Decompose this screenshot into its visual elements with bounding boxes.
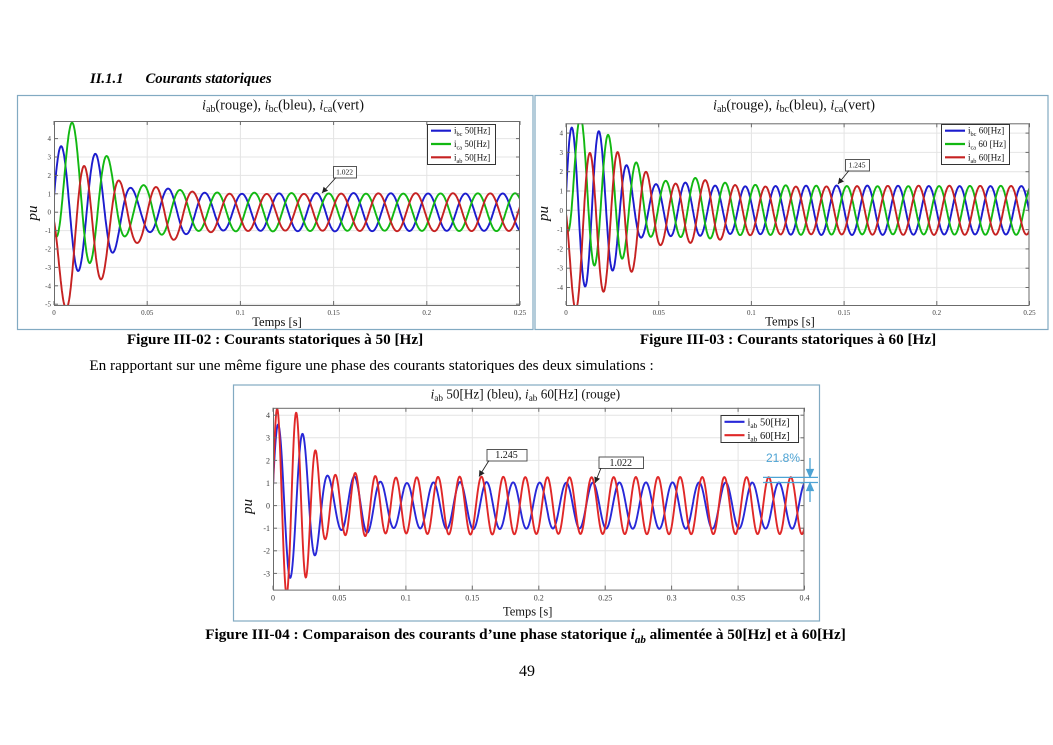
svg-text:0: 0 [48, 209, 52, 217]
svg-text:0: 0 [52, 309, 56, 317]
svg-text:Temps [s]: Temps [s] [765, 315, 814, 329]
svg-text:-2: -2 [45, 246, 51, 254]
svg-text:ibc 50[Hz]: ibc 50[Hz] [454, 126, 490, 139]
svg-text:pu: pu [536, 206, 552, 222]
svg-text:-3: -3 [45, 264, 51, 272]
svg-text:0: 0 [266, 502, 270, 511]
svg-text:Temps [s]: Temps [s] [252, 315, 301, 329]
svg-text:0: 0 [271, 594, 275, 603]
svg-text:iab(rouge), ibc(bleu), ica(ver: iab(rouge), ibc(bleu), ica(vert) [713, 98, 875, 116]
svg-text:-1: -1 [45, 227, 51, 235]
svg-text:0.25: 0.25 [514, 309, 527, 317]
svg-text:4: 4 [560, 130, 564, 138]
svg-text:0.1: 0.1 [747, 309, 756, 317]
svg-text:1.022: 1.022 [610, 458, 633, 469]
svg-text:-3: -3 [263, 569, 270, 578]
svg-text:0.3: 0.3 [667, 594, 677, 603]
svg-text:0.25: 0.25 [1023, 309, 1036, 317]
svg-text:0.2: 0.2 [932, 309, 941, 317]
svg-text:0.25: 0.25 [598, 594, 612, 603]
svg-text:0.2: 0.2 [422, 309, 431, 317]
svg-text:iab 50[Hz]: iab 50[Hz] [454, 152, 490, 165]
svg-text:4: 4 [266, 411, 270, 420]
svg-text:0.35: 0.35 [731, 594, 745, 603]
svg-text:ica 50[Hz]: ica 50[Hz] [454, 139, 490, 152]
svg-text:0: 0 [564, 309, 568, 317]
svg-text:-5: -5 [45, 301, 51, 309]
svg-text:iab 50[Hz] (bleu), iab 60[Hz]: iab 50[Hz] (bleu), iab 60[Hz] (rouge) [431, 387, 621, 404]
svg-text:0.05: 0.05 [653, 309, 666, 317]
svg-text:-2: -2 [557, 245, 563, 253]
svg-text:iab(rouge), ibc(bleu), ica(ver: iab(rouge), ibc(bleu), ica(vert) [202, 98, 364, 116]
svg-text:-2: -2 [263, 547, 270, 556]
svg-text:Temps [s]: Temps [s] [503, 605, 552, 619]
svg-text:-4: -4 [557, 284, 563, 292]
svg-text:0.15: 0.15 [327, 309, 340, 317]
svg-text:0.05: 0.05 [141, 309, 154, 317]
svg-text:-1: -1 [263, 524, 270, 533]
svg-text:pu: pu [25, 206, 41, 222]
svg-text:iab 50[Hz]: iab 50[Hz] [748, 417, 790, 430]
svg-text:1.022: 1.022 [336, 167, 353, 176]
svg-text:4: 4 [48, 135, 52, 143]
svg-text:iab 60[Hz]: iab 60[Hz] [968, 152, 1004, 165]
svg-text:0.15: 0.15 [838, 309, 851, 317]
svg-text:3: 3 [266, 434, 270, 443]
svg-text:3: 3 [560, 149, 564, 157]
svg-text:2: 2 [560, 168, 564, 176]
svg-text:1.245: 1.245 [849, 160, 866, 169]
svg-text:0.05: 0.05 [332, 594, 346, 603]
svg-text:2: 2 [48, 172, 52, 180]
svg-text:0.4: 0.4 [800, 594, 810, 603]
svg-text:ica 60 [Hz]: ica 60 [Hz] [968, 139, 1006, 152]
svg-text:pu: pu [240, 499, 256, 515]
svg-text:1: 1 [560, 188, 564, 196]
svg-text:1.245: 1.245 [495, 450, 518, 461]
svg-text:0.2: 0.2 [534, 594, 544, 603]
svg-text:1: 1 [266, 479, 270, 488]
svg-text:-3: -3 [557, 265, 563, 273]
svg-text:21.8%: 21.8% [766, 451, 800, 465]
svg-text:0: 0 [560, 207, 564, 215]
svg-text:ibc 60[Hz]: ibc 60[Hz] [968, 126, 1004, 139]
svg-text:0.1: 0.1 [401, 594, 411, 603]
svg-text:3: 3 [48, 154, 52, 162]
svg-text:iab 60[Hz]: iab 60[Hz] [748, 431, 790, 444]
svg-text:-4: -4 [45, 282, 51, 290]
svg-text:-1: -1 [557, 226, 563, 234]
svg-text:2: 2 [266, 456, 270, 465]
svg-text:0.15: 0.15 [465, 594, 479, 603]
svg-text:1: 1 [48, 190, 52, 198]
svg-text:0.1: 0.1 [236, 309, 245, 317]
